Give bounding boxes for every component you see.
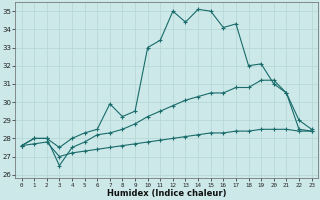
X-axis label: Humidex (Indice chaleur): Humidex (Indice chaleur): [107, 189, 226, 198]
